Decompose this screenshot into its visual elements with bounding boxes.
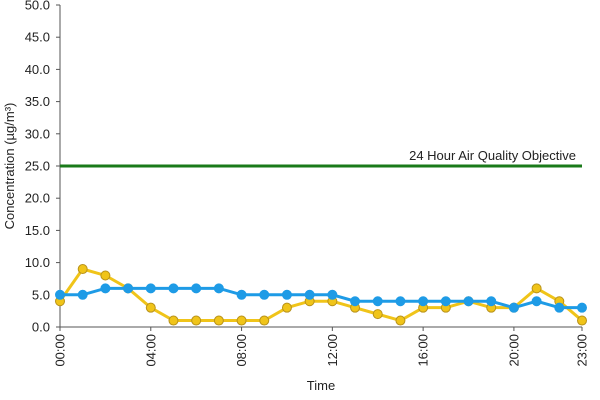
data-point bbox=[259, 315, 270, 326]
x-tick-label: 20:00 bbox=[506, 334, 521, 367]
data-point bbox=[168, 283, 179, 294]
data-point bbox=[281, 302, 292, 313]
x-tick-label: 16:00 bbox=[416, 334, 431, 367]
data-point bbox=[191, 315, 202, 326]
data-point bbox=[191, 283, 202, 294]
y-tick-label: 50.0 bbox=[25, 0, 50, 13]
data-point bbox=[350, 296, 361, 307]
x-tick-label: 08:00 bbox=[234, 334, 249, 367]
data-point bbox=[395, 296, 406, 307]
data-point bbox=[486, 296, 497, 307]
y-tick-label: 35.0 bbox=[25, 94, 50, 109]
data-point bbox=[213, 315, 224, 326]
y-tick-label: 15.0 bbox=[25, 223, 50, 238]
data-point bbox=[463, 296, 474, 307]
data-point bbox=[554, 302, 565, 313]
data-point bbox=[418, 296, 429, 307]
x-tick-label: 04:00 bbox=[143, 334, 158, 367]
data-point bbox=[100, 283, 111, 294]
data-point bbox=[327, 289, 338, 300]
data-point bbox=[281, 289, 292, 300]
data-point bbox=[145, 283, 156, 294]
data-point bbox=[77, 289, 88, 300]
y-tick-label: 20.0 bbox=[25, 191, 50, 206]
data-point bbox=[531, 283, 542, 294]
reference-label: 24 Hour Air Quality Objective bbox=[409, 148, 576, 163]
x-tick-label: 00:00 bbox=[53, 334, 68, 367]
x-axis-label: Time bbox=[307, 378, 335, 393]
data-point bbox=[508, 302, 519, 313]
data-point bbox=[577, 315, 587, 326]
y-tick-label: 5.0 bbox=[32, 287, 50, 302]
data-point bbox=[77, 264, 88, 275]
data-point bbox=[440, 296, 451, 307]
data-point bbox=[145, 302, 156, 313]
y-tick-label: 45.0 bbox=[25, 30, 50, 45]
data-point bbox=[100, 270, 111, 281]
data-point bbox=[236, 289, 247, 300]
data-point bbox=[259, 289, 270, 300]
x-tick-label: 23:00 bbox=[575, 334, 590, 367]
y-axis-label: Concentration (µg/m³) bbox=[2, 103, 17, 230]
data-point bbox=[168, 315, 179, 326]
x-tick-label: 12:00 bbox=[325, 334, 340, 367]
y-tick-label: 10.0 bbox=[25, 255, 50, 270]
data-point bbox=[304, 289, 315, 300]
data-point bbox=[55, 289, 65, 300]
y-tick-label: 25.0 bbox=[25, 159, 50, 174]
data-point bbox=[395, 315, 406, 326]
data-point bbox=[372, 296, 383, 307]
data-point bbox=[213, 283, 224, 294]
y-tick-label: 30.0 bbox=[25, 126, 50, 141]
y-tick-label: 0.0 bbox=[32, 320, 50, 335]
data-point bbox=[372, 309, 383, 320]
data-point bbox=[531, 296, 542, 307]
y-tick-label: 40.0 bbox=[25, 62, 50, 77]
data-point bbox=[577, 302, 587, 313]
data-point bbox=[236, 315, 247, 326]
data-point bbox=[123, 283, 134, 294]
